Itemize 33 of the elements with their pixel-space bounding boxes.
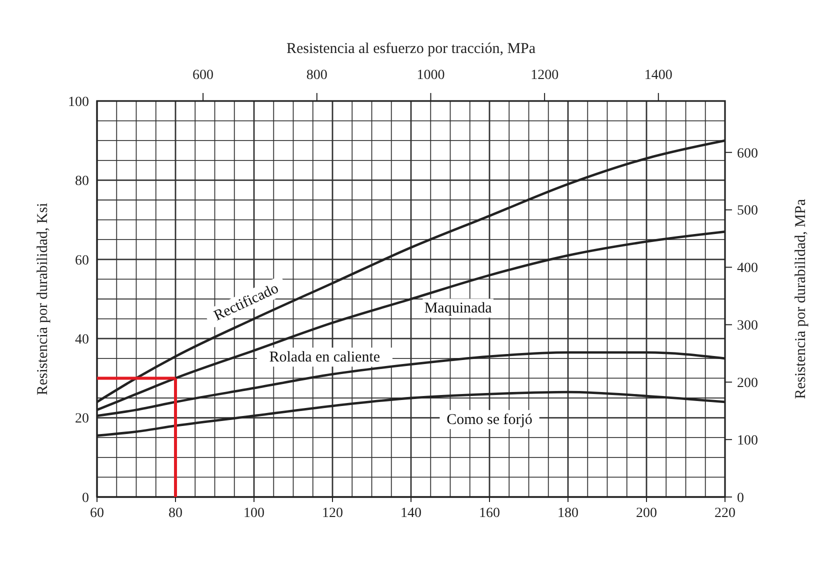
x2-tick-label: 1000 <box>416 68 445 83</box>
x-tick-label: 80 <box>168 506 182 521</box>
x2-tick-label: 800 <box>306 68 328 83</box>
y2-tick-label: 400 <box>737 261 758 276</box>
y2-tick-label: 500 <box>737 204 758 219</box>
y2-tick-label: 0 <box>737 490 744 506</box>
y-tick-label: 100 <box>68 94 89 110</box>
x-tick-label: 220 <box>714 506 736 521</box>
x-tick-label: 160 <box>479 506 500 521</box>
x2-axis-title: Resistencia al esfuerzo por tracción, MPa <box>286 41 536 57</box>
x-tick-label: 60 <box>90 506 104 521</box>
x-tick-label: 120 <box>322 506 343 521</box>
x-tick-label: 140 <box>400 506 422 521</box>
x-tick-label: 100 <box>244 506 264 521</box>
x2-tick-label: 1200 <box>530 68 559 83</box>
y2-axis-title: Resistencia por durabilidad, MPa <box>793 198 809 399</box>
x-tick-label: 200 <box>636 506 657 521</box>
series-label: Maquinada <box>424 300 492 317</box>
x2-tick-label: 1400 <box>644 68 672 83</box>
series-label: Rolada en caliente <box>269 350 380 366</box>
y2-tick-label: 300 <box>737 318 758 334</box>
series-label: Como se forjó <box>446 412 532 428</box>
y-tick-label: 60 <box>75 253 89 268</box>
y2-tick-label: 200 <box>737 376 758 392</box>
x2-tick-label: 600 <box>192 68 214 83</box>
y2-tick-label: 600 <box>737 146 758 162</box>
y-tick-label: 20 <box>75 412 89 427</box>
y-axis-title: Resistencia por durabilidad, Ksi <box>35 202 51 396</box>
y-tick-label: 40 <box>75 332 89 348</box>
y2-tick-label: 100 <box>737 433 758 448</box>
y-tick-label: 0 <box>82 490 89 506</box>
x-tick-label: 180 <box>558 506 578 521</box>
y-tick-label: 80 <box>75 174 89 190</box>
